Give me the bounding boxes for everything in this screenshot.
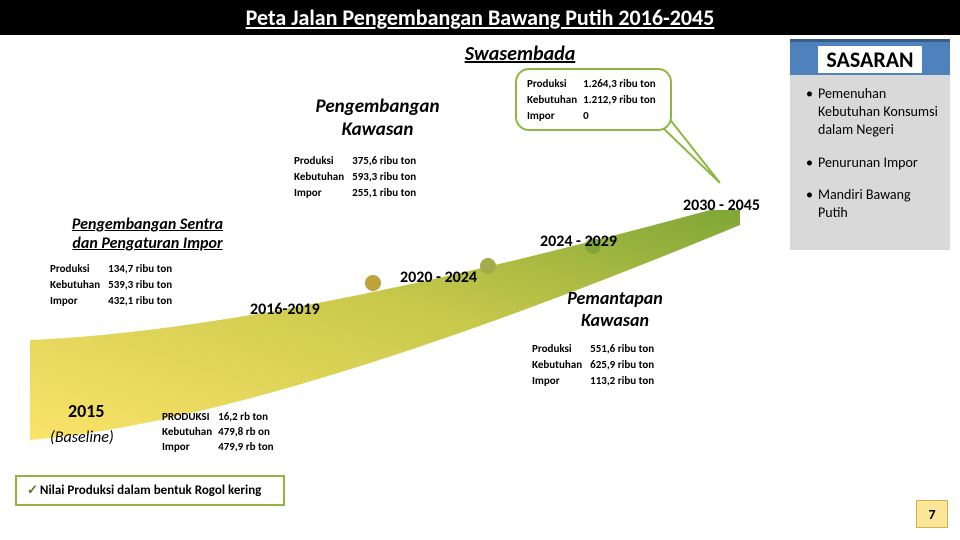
pem-l2: Kawasan: [581, 309, 649, 331]
year-2020-2024: 2020 - 2024: [400, 268, 477, 287]
baseline-year: 2015: [68, 400, 105, 422]
callout-2030-2045: Produksi1.264,3 ribu ton Kebutuhan1.212,…: [515, 68, 672, 131]
data-2020-2024: Produksi551,6 ribu ton Kebutuhan625,9 ri…: [530, 340, 662, 389]
pk-l1: Pengembangan: [316, 95, 440, 118]
phase-swasembada: Swasembada: [420, 42, 620, 66]
sasaran-title: SASARAN: [818, 46, 921, 73]
footnote-box: ✓Nilai Produksi dalam bentuk Rogol kerin…: [15, 475, 285, 506]
footnote-text: Nilai Produksi dalam bentuk Rogol kering: [40, 483, 261, 498]
sasaran-body: Pemenuhan Kebutuhan Konsumsi dalam Neger…: [790, 75, 950, 250]
sentra-l1: Pengembangan Sentra: [72, 215, 223, 234]
data-2016-2019: Produksi134,7 ribu ton Kebutuhan539,3 ri…: [48, 260, 180, 309]
year-2030-2045: 2030 - 2045: [683, 196, 760, 215]
data-2024-2029: Produksi375,6 ribu ton Kebutuhan593,3 ri…: [292, 152, 424, 201]
milestone-dot-2: [480, 258, 496, 274]
phase-pengembangan-kawasan: Pengembangan Kawasan: [275, 95, 480, 141]
sasaran-item-2: Penurunan Impor: [806, 154, 938, 172]
pem-l1: Pemantapan: [567, 287, 662, 309]
baseline-data: PRODUKSI16,2 rb ton Kebutuhan479,8 rb on…: [160, 408, 280, 455]
phase-sentra-impor: Pengembangan Sentra dan Pengaturan Impor: [45, 215, 250, 253]
page-number: 7: [916, 500, 948, 528]
milestone-dot-1: [365, 275, 381, 291]
sasaran-header: SASARAN: [790, 39, 950, 75]
sasaran-item-3: Mandiri Bawang Putih: [806, 186, 938, 222]
phase-pemantapan-kawasan: Pemantapan Kawasan: [530, 287, 700, 331]
year-2016-2019: 2016-2019: [250, 300, 320, 319]
check-icon: ✓: [27, 483, 38, 498]
sasaran-item-1: Pemenuhan Kebutuhan Konsumsi dalam Neger…: [806, 85, 938, 140]
page-title: Peta Jalan Pengembangan Bawang Putih 201…: [0, 0, 960, 35]
pk-l2: Kawasan: [342, 118, 414, 141]
year-2024-2029: 2024 - 2029: [540, 232, 617, 251]
sentra-l2: dan Pengaturan Impor: [72, 234, 222, 253]
phase-swasembada-text: Swasembada: [465, 42, 576, 66]
sasaran-panel: SASARAN Pemenuhan Kebutuhan Konsumsi dal…: [790, 39, 950, 250]
baseline-label: (Baseline): [50, 428, 114, 447]
title-text: Peta Jalan Pengembangan Bawang Putih 201…: [246, 4, 715, 31]
